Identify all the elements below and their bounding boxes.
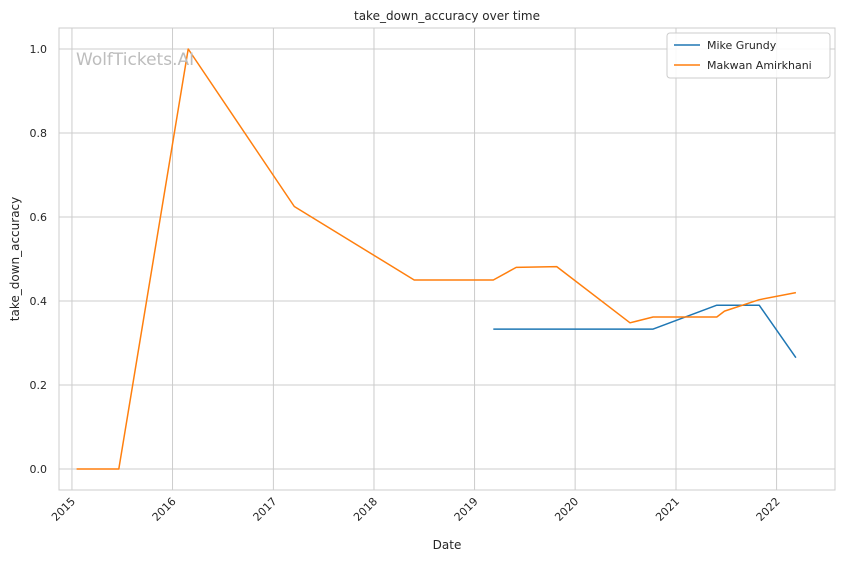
y-axis-title: take_down_accuracy — [8, 197, 22, 321]
x-axis-ticks: 2015 2016 2017 2018 2019 2020 2021 2022 — [49, 495, 783, 524]
y-tick-label: 0.6 — [30, 211, 48, 224]
x-tick-label: 2022 — [754, 495, 783, 524]
legend-box — [666, 32, 831, 79]
x-tick-label: 2017 — [251, 495, 280, 524]
x-tick-label: 2018 — [351, 495, 380, 524]
plot-frame — [58, 27, 836, 491]
x-tick-label: 2016 — [150, 495, 179, 524]
y-tick-label: 0.2 — [30, 379, 48, 392]
x-axis-title: Date — [433, 538, 462, 552]
legend-label-makwan-amirkhani: Makwan Amirkhani — [707, 59, 812, 72]
series-lines — [76, 48, 797, 470]
plot-area-background — [59, 28, 835, 490]
y-axis-ticks: 0.0 0.2 0.4 0.6 0.8 1.0 — [30, 43, 48, 476]
legend-label-mike-grundy: Mike Grundy — [707, 39, 777, 52]
y-tick-label: 0.4 — [30, 295, 48, 308]
series-line-makwan-amirkhani — [76, 48, 797, 470]
x-tick-label: 2019 — [452, 495, 481, 524]
series-line-mike-grundy — [493, 304, 797, 359]
y-tick-label: 1.0 — [30, 43, 48, 56]
y-tick-label: 0.8 — [30, 127, 48, 140]
chart-title: take_down_accuracy over time — [354, 9, 540, 23]
watermark: WolfTickets.AI — [76, 50, 194, 70]
x-tick-label: 2020 — [552, 495, 581, 524]
legend: Mike Grundy Makwan Amirkhani — [666, 32, 831, 79]
x-tick-label: 2015 — [49, 495, 78, 524]
y-tick-label: 0.0 — [30, 463, 48, 476]
x-tick-label: 2021 — [653, 495, 682, 524]
